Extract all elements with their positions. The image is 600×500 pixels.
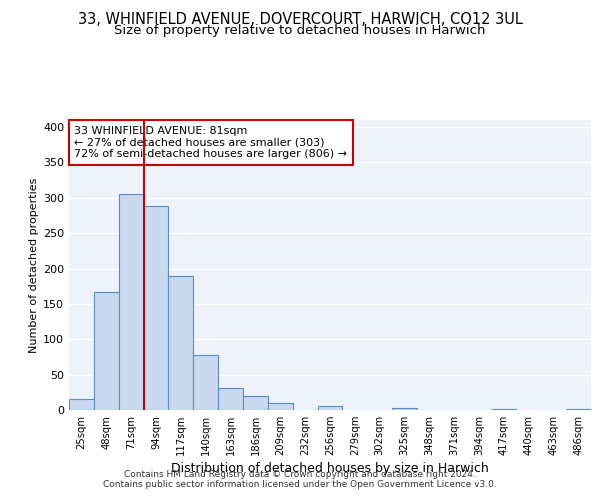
Bar [169, 276, 193, 410]
Bar [218, 388, 243, 410]
Bar [317, 406, 343, 410]
Text: Contains HM Land Registry data © Crown copyright and database right 2024.: Contains HM Land Registry data © Crown c… [124, 470, 476, 479]
Bar [94, 292, 119, 410]
Y-axis label: Number of detached properties: Number of detached properties [29, 178, 39, 352]
Bar [69, 400, 94, 410]
Bar [193, 355, 218, 410]
Bar [566, 408, 591, 410]
Bar [243, 396, 268, 410]
Bar [143, 206, 169, 410]
Bar [491, 408, 517, 410]
Text: 33 WHINFIELD AVENUE: 81sqm
← 27% of detached houses are smaller (303)
72% of sem: 33 WHINFIELD AVENUE: 81sqm ← 27% of deta… [74, 126, 347, 159]
Text: Size of property relative to detached houses in Harwich: Size of property relative to detached ho… [114, 24, 486, 37]
Text: 33, WHINFIELD AVENUE, DOVERCOURT, HARWICH, CO12 3UL: 33, WHINFIELD AVENUE, DOVERCOURT, HARWIC… [77, 12, 523, 28]
X-axis label: Distribution of detached houses by size in Harwich: Distribution of detached houses by size … [171, 462, 489, 475]
Bar [268, 403, 293, 410]
Bar [392, 408, 417, 410]
Bar [119, 194, 143, 410]
Text: Contains public sector information licensed under the Open Government Licence v3: Contains public sector information licen… [103, 480, 497, 489]
